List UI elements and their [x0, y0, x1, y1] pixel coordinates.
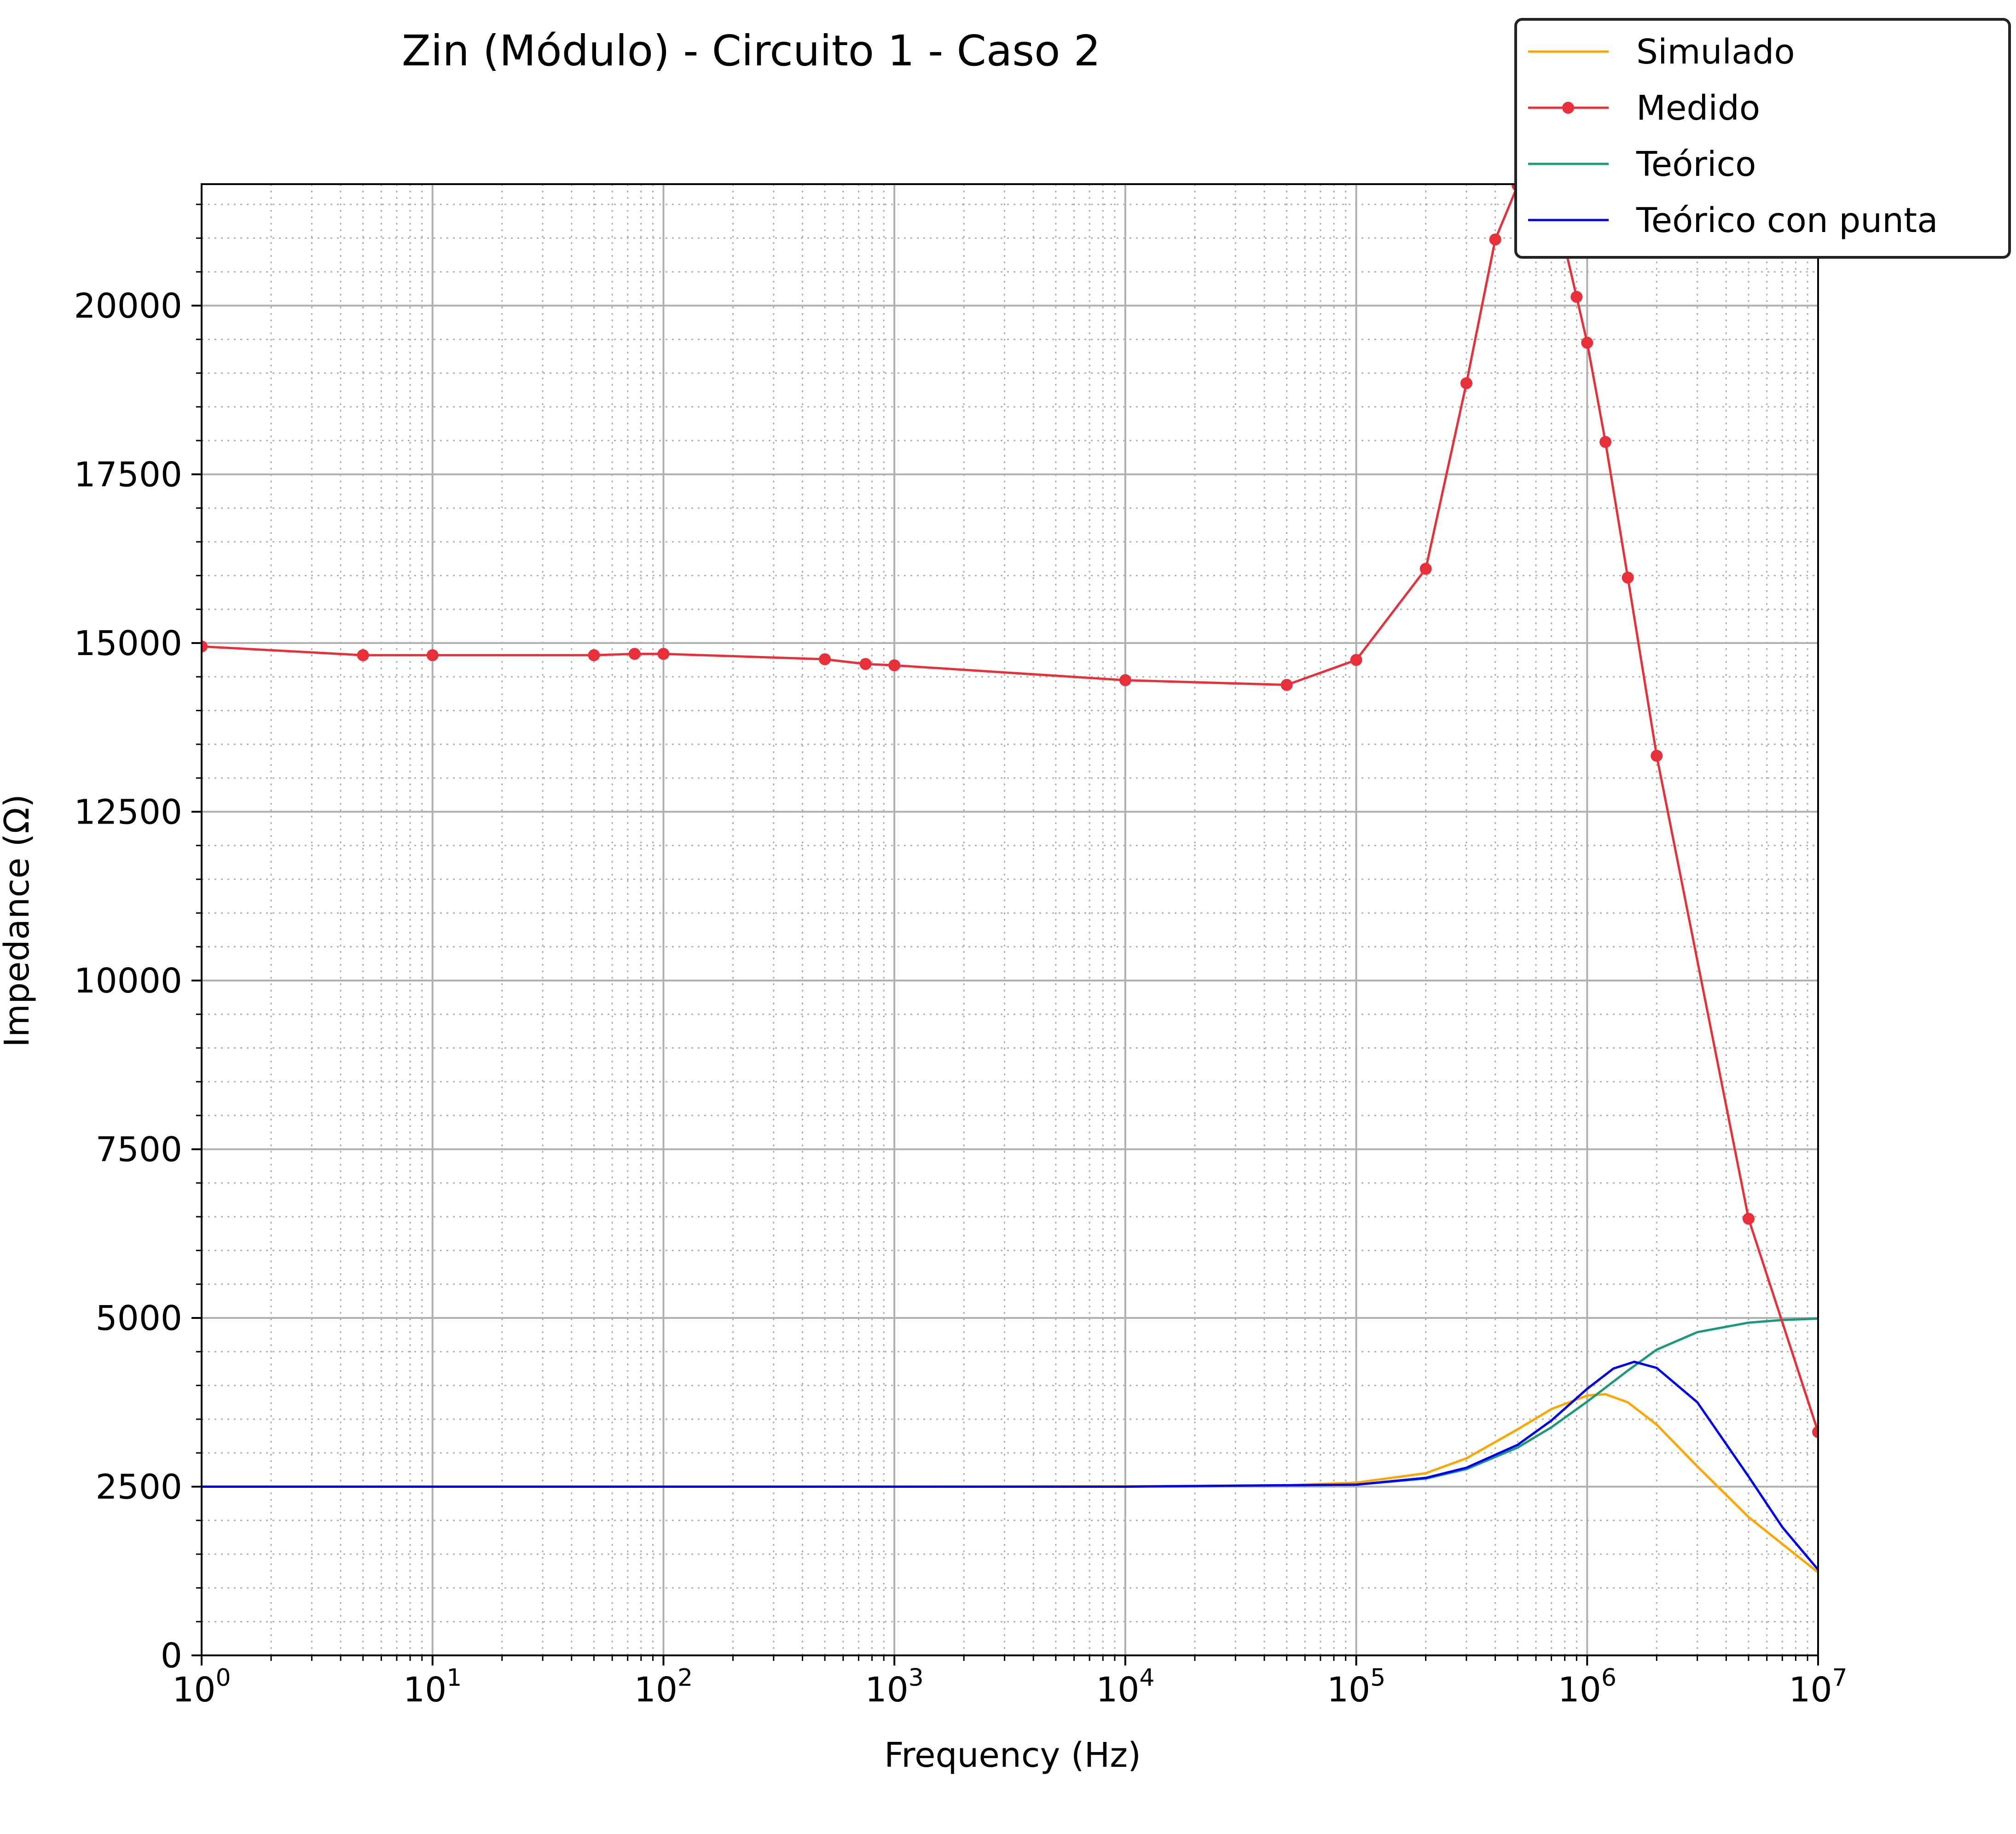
data-point-medido	[1599, 436, 1611, 448]
data-point-medido	[1281, 679, 1293, 691]
data-point-medido	[1350, 654, 1362, 666]
y-tick-label: 2500	[96, 1467, 182, 1507]
y-tick-label: 0	[161, 1636, 182, 1676]
data-point-medido	[888, 659, 900, 671]
legend-label-teorico: Teórico	[1636, 145, 1756, 184]
data-point-medido	[1420, 563, 1432, 575]
y-tick-label: 12500	[74, 792, 182, 832]
data-point-medido	[629, 648, 641, 660]
legend-marker-medido	[1562, 102, 1574, 114]
data-point-medido	[357, 649, 369, 661]
chart-title: Zin (Módulo) - Circuito 1 - Caso 2	[402, 26, 1101, 75]
y-axis-label: Impedance (Ω)	[0, 794, 37, 1047]
legend-label-simulado: Simulado	[1636, 32, 1795, 72]
data-point-medido	[657, 648, 669, 660]
data-point-medido	[1581, 337, 1593, 349]
data-point-medido	[1651, 750, 1663, 762]
y-tick-label: 10000	[74, 961, 182, 1001]
data-point-medido	[1570, 291, 1582, 303]
y-tick-label: 5000	[96, 1299, 182, 1338]
data-point-medido	[1119, 674, 1131, 686]
y-tick-label: 15000	[74, 624, 182, 663]
data-point-medido	[588, 649, 600, 661]
data-point-medido	[427, 649, 439, 661]
data-point-medido	[819, 653, 831, 665]
data-point-medido	[1460, 377, 1472, 389]
legend-label-teorico-con-punta: Teórico con punta	[1636, 201, 1938, 240]
y-tick-label: 17500	[74, 455, 182, 494]
data-point-medido	[1743, 1213, 1755, 1225]
legend: Simulado Medido Teórico Teórico con punta	[1516, 19, 2010, 257]
y-tick-label: 7500	[96, 1130, 182, 1169]
legend-label-medido: Medido	[1636, 88, 1760, 128]
data-point-medido	[859, 658, 871, 670]
y-tick-label: 20000	[74, 286, 182, 326]
x-axis-label: Frequency (Hz)	[884, 1735, 1141, 1775]
data-point-medido	[1622, 572, 1634, 584]
data-point-medido	[1489, 233, 1501, 245]
